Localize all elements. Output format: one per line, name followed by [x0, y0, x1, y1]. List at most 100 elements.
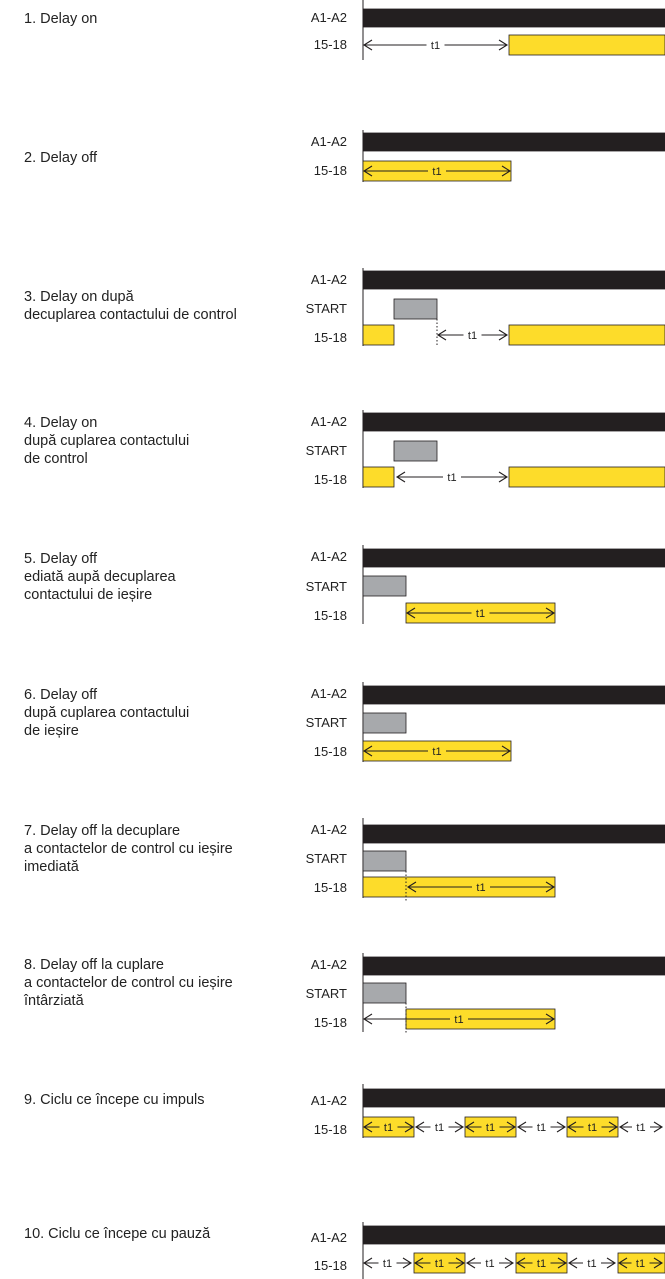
mode-4-output-bar-initial — [362, 466, 395, 488]
mode-2-t1-arrow-label: t1 — [432, 166, 441, 178]
mode-9-t1-arrow-2-arrowhead-left — [414, 1121, 425, 1133]
mode-2-supply-bar — [362, 132, 665, 152]
mode-5-start-bar — [362, 575, 407, 597]
mode-1-output-bar — [508, 34, 665, 56]
mode-9-t1-arrow-5-label: t1 — [588, 1122, 597, 1134]
mode-6-label-1518: 15-18 — [313, 744, 347, 759]
mode-6-t1-arrow-label: t1 — [432, 746, 441, 758]
mode-9-t1-arrow-4-label: t1 — [537, 1122, 546, 1134]
mode-4-t1-arrow-arrowhead-left — [395, 471, 406, 483]
mode-7-start-bar — [362, 850, 407, 872]
mode-10-supply-bar — [362, 1225, 665, 1245]
mode-7-t1-arrow-label: t1 — [476, 882, 485, 894]
mode-1-t1-arrow-arrowhead-left — [362, 39, 373, 51]
mode-1-t1-arrow-arrowhead-right — [498, 39, 509, 51]
mode-4-label-1518: 15-18 — [313, 472, 347, 487]
mode-5-t1-arrow-label: t1 — [476, 608, 485, 620]
mode-7-label-1518: 15-18 — [313, 880, 347, 895]
mode-10-t1-arrow-3-arrowhead-right — [504, 1257, 515, 1269]
mode-9-t1-arrow-5-arrowhead-right — [608, 1121, 619, 1133]
mode-10-t1-arrow-2-label: t1 — [435, 1258, 444, 1270]
mode-8-t1-arrow-arrowhead-right — [545, 1013, 556, 1025]
mode-8-start-bar — [362, 982, 407, 1004]
mode-10-t1-arrow-1-label: t1 — [383, 1258, 392, 1270]
mode-6-title: 6. Delay off după cuplarea contactului d… — [24, 687, 190, 739]
mode-7-label-a1a2: A1-A2 — [310, 822, 347, 837]
mode-8-label-start: START — [305, 986, 347, 1001]
mode-3-title: 3. Delay on după decuplarea contactului … — [24, 289, 237, 323]
mode-10-t1-arrow-6-label: t1 — [636, 1258, 645, 1270]
mode-3-output-bar-initial — [362, 324, 395, 346]
mode-10-t1-arrow-5-arrowhead-right — [606, 1257, 617, 1269]
mode-3-label-start: START — [305, 301, 347, 316]
mode-10-label-1518: 15-18 — [313, 1258, 347, 1273]
mode-9-supply-bar — [362, 1088, 665, 1108]
mode-3-t1-arrow-arrowhead-left — [436, 329, 447, 341]
mode-5-t1-arrow-arrowhead-left — [405, 607, 416, 619]
mode-1-label-1518: 15-18 — [313, 37, 347, 52]
mode-6-label-a1a2: A1-A2 — [310, 686, 347, 701]
mode-9-t1-arrow-1-arrowhead-left — [362, 1121, 373, 1133]
mode-6-supply-bar — [362, 685, 665, 705]
mode-4-output-bar-delayed — [508, 466, 665, 488]
mode-3-t1-arrow-arrowhead-right — [498, 329, 509, 341]
mode-9-t1-arrow-5-arrowhead-left — [566, 1121, 577, 1133]
mode-6-t1-arrow-arrowhead-left — [362, 745, 373, 757]
mode-4-label-a1a2: A1-A2 — [310, 414, 347, 429]
mode-4-start-bar — [393, 440, 438, 462]
mode-10-t1-arrow-3-arrowhead-left — [465, 1257, 476, 1269]
mode-10-t1-arrow-1-arrowhead-right — [402, 1257, 413, 1269]
mode-4-title: 4. Delay on după cuplarea contactului de… — [24, 415, 190, 467]
mode-8-t1-arrow-arrowhead-left — [362, 1013, 373, 1025]
mode-6-start-bar — [362, 712, 407, 734]
mode-9-t1-arrow-2-label: t1 — [435, 1122, 444, 1134]
mode-9-t1-arrow-2-arrowhead-right — [454, 1121, 465, 1133]
mode-2-label-a1a2: A1-A2 — [310, 134, 347, 149]
mode-4-t1-arrow-arrowhead-right — [498, 471, 509, 483]
mode-1-t1-arrow-label: t1 — [431, 40, 440, 52]
mode-4-t1-arrow-label: t1 — [447, 472, 456, 484]
mode-10-t1-arrow-6-arrowhead-right — [653, 1257, 664, 1269]
mode-7-supply-bar — [362, 824, 665, 844]
mode-1-supply-bar — [362, 8, 665, 28]
mode-1-label-a1a2: A1-A2 — [310, 10, 347, 25]
mode-10-t1-arrow-4-arrowhead-right — [557, 1257, 568, 1269]
mode-9-title: 9. Ciclu ce începe cu impuls — [24, 1092, 205, 1108]
mode-10-t1-arrow-5-arrowhead-left — [567, 1257, 578, 1269]
mode-2-t1-arrow-arrowhead-right — [501, 165, 512, 177]
mode-7-title: 7. Delay off la decuplare a contactelor … — [24, 823, 233, 875]
mode-3-supply-bar — [362, 270, 665, 290]
mode-4-supply-bar — [362, 412, 665, 432]
mode-9-t1-arrow-3-arrowhead-left — [464, 1121, 475, 1133]
mode-3-start-bar — [393, 298, 438, 320]
mode-10-t1-arrow-4-arrowhead-left — [515, 1257, 526, 1269]
mode-6-label-start: START — [305, 715, 347, 730]
mode-8-supply-bar — [362, 956, 665, 976]
mode-2-label-1518: 15-18 — [313, 163, 347, 178]
mode-3-label-1518: 15-18 — [313, 330, 347, 345]
mode-10-title: 10. Ciclu ce începe cu pauză — [24, 1226, 211, 1242]
mode-8-title: 8. Delay off la cuplare a contactelor de… — [24, 957, 233, 1009]
mode-9-t1-arrow-6-arrowhead-right — [653, 1121, 664, 1133]
mode-3-t1-arrow-label: t1 — [468, 330, 477, 342]
mode-1-title: 1. Delay on — [24, 11, 98, 27]
mode-9-t1-arrow-3-label: t1 — [486, 1122, 495, 1134]
mode-10-label-a1a2: A1-A2 — [310, 1230, 347, 1245]
mode-10-t1-arrow-5-label: t1 — [587, 1258, 596, 1270]
mode-10-t1-arrow-2-arrowhead-left — [413, 1257, 424, 1269]
mode-8-label-1518: 15-18 — [313, 1015, 347, 1030]
mode-10-t1-arrow-3-label: t1 — [485, 1258, 494, 1270]
mode-2-t1-arrow-arrowhead-left — [362, 165, 373, 177]
mode-8-label-a1a2: A1-A2 — [310, 957, 347, 972]
mode-9-label-1518: 15-18 — [313, 1122, 347, 1137]
mode-2-title: 2. Delay off — [24, 150, 98, 166]
mode-10-t1-arrow-2-arrowhead-right — [455, 1257, 466, 1269]
mode-9-t1-arrow-4-arrowhead-right — [556, 1121, 567, 1133]
mode-9-label-a1a2: A1-A2 — [310, 1093, 347, 1108]
mode-10-t1-arrow-4-label: t1 — [537, 1258, 546, 1270]
mode-8-t1-arrow-label: t1 — [454, 1014, 463, 1026]
mode-10-t1-arrow-1-arrowhead-left — [362, 1257, 373, 1269]
mode-9-t1-arrow-6-arrowhead-left — [618, 1121, 629, 1133]
mode-7-t1-arrow-arrowhead-left — [406, 881, 417, 893]
